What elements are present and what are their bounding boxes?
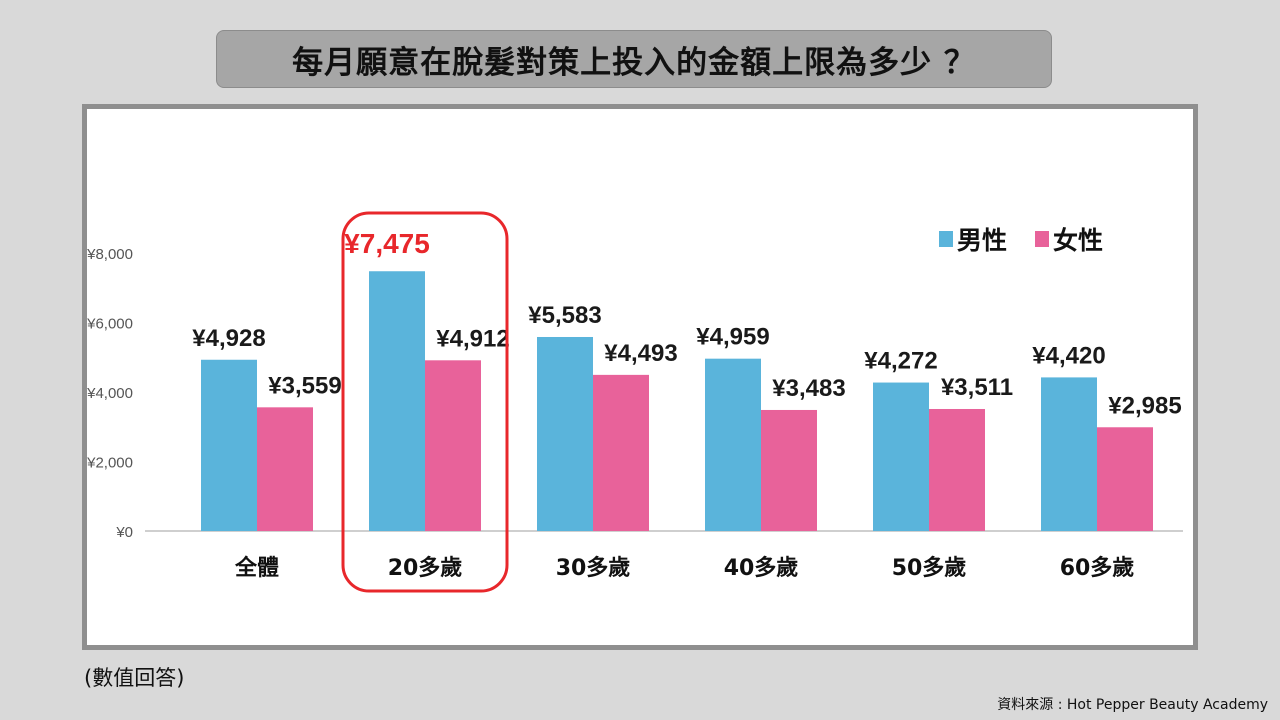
category-label: 30多歲 bbox=[556, 555, 631, 581]
footnote: (數值回答) bbox=[84, 666, 185, 690]
value-label: ¥4,912 bbox=[436, 325, 509, 352]
value-label: ¥3,483 bbox=[772, 375, 845, 402]
bar-female bbox=[761, 409, 817, 531]
bar-female bbox=[1097, 427, 1153, 531]
bar-female bbox=[425, 360, 481, 531]
bar-female bbox=[593, 374, 649, 531]
legend-label-female: 女性 bbox=[1053, 226, 1103, 255]
chart-title: 每月願意在脫髮對策上投入的金額上限為多少 ？ bbox=[292, 44, 976, 81]
bar-male bbox=[537, 336, 593, 531]
category-label: 40多歲 bbox=[724, 555, 799, 581]
category-label: 50多歲 bbox=[892, 555, 967, 581]
legend-label-male: 男性 bbox=[957, 226, 1007, 255]
value-label: ¥3,511 bbox=[941, 374, 1013, 401]
title-banner: 每月願意在脫髮對策上投入的金額上限為多少 ？ bbox=[216, 30, 1052, 88]
bar-female bbox=[929, 408, 985, 531]
value-label: ¥2,985 bbox=[1108, 392, 1181, 419]
bar-male bbox=[1041, 377, 1097, 531]
bar-male bbox=[873, 382, 929, 531]
highlight-frame bbox=[341, 211, 509, 593]
y-tick-label: ¥0 bbox=[115, 524, 133, 541]
category-label: 60多歲 bbox=[1060, 555, 1135, 581]
category-label: 全體 bbox=[234, 555, 279, 581]
bar-female bbox=[257, 407, 313, 531]
value-label: ¥3,559 bbox=[268, 372, 341, 399]
y-tick-label: ¥2,000 bbox=[87, 455, 133, 472]
bar-chart: ¥0 ¥2,000 ¥4,000 ¥6,000 ¥8,000 ¥4,928¥3,559 全… bbox=[87, 211, 1183, 593]
y-tick-label: ¥4,000 bbox=[87, 385, 133, 402]
bar-male bbox=[369, 271, 425, 531]
legend-swatch-male bbox=[939, 231, 953, 247]
value-label: ¥4,272 bbox=[864, 348, 937, 375]
value-label: ¥7,475 bbox=[344, 228, 430, 259]
value-label: ¥4,959 bbox=[696, 324, 769, 351]
value-label: ¥4,493 bbox=[604, 340, 677, 367]
source-credit: 資料來源 : Hot Pepper Beauty Academy bbox=[997, 697, 1268, 713]
chart-frame: ¥0 ¥2,000 ¥4,000 ¥6,000 ¥8,000 ¥4,928 ¥3,559 全… bbox=[82, 104, 1198, 650]
bar-male bbox=[705, 358, 761, 531]
y-tick-label: ¥8,000 bbox=[87, 246, 133, 263]
value-label: ¥4,420 bbox=[1032, 342, 1105, 369]
value-label: ¥5,583 bbox=[528, 302, 601, 329]
bar-male bbox=[201, 359, 257, 531]
y-tick-label: ¥6,000 bbox=[87, 316, 133, 333]
value-label: ¥4,928 bbox=[192, 325, 265, 352]
legend-swatch-female bbox=[1035, 231, 1049, 247]
category-label: 20多歲 bbox=[388, 555, 463, 581]
